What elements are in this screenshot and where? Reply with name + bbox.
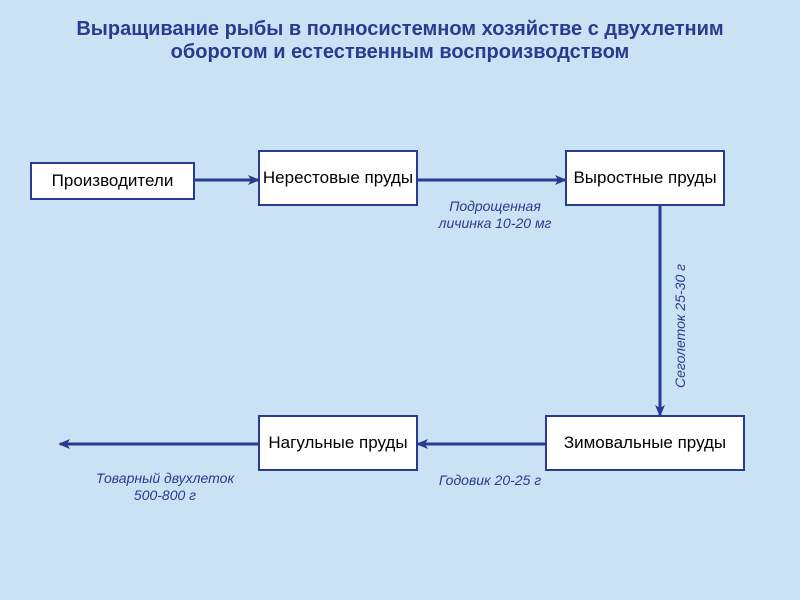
edge-label: Товарный двухлеток 500-800 г xyxy=(95,470,235,504)
node-producers: Производители xyxy=(30,162,195,200)
edge-label: Годовик 20-25 г xyxy=(430,472,550,489)
node-nursery: Выростные пруды xyxy=(565,150,725,206)
page-title: Выращивание рыбы в полносистемном хозяйс… xyxy=(70,18,730,64)
edge-label: Сеголеток 25-30 г xyxy=(672,264,689,388)
edge-label: Подрощенная личинка 10-20 мг xyxy=(430,198,560,232)
node-spawning: Нерестовые пруды xyxy=(258,150,418,206)
node-feeding: Нагульные пруды xyxy=(258,415,418,471)
node-wintering: Зимовальные пруды xyxy=(545,415,745,471)
